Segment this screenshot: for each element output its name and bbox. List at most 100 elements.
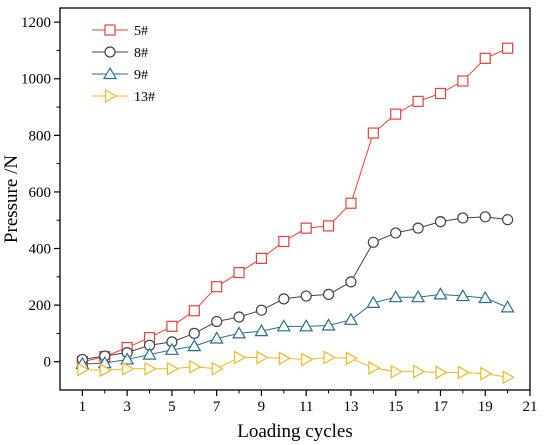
data-point xyxy=(188,305,200,317)
data-point xyxy=(412,95,424,107)
x-tick-label: 17 xyxy=(433,399,449,415)
legend-label: 13# xyxy=(134,90,155,105)
x-tick-label: 21 xyxy=(523,399,538,415)
x-tick-label: 11 xyxy=(299,399,313,415)
data-point xyxy=(390,364,403,379)
data-point xyxy=(255,304,268,316)
x-tick-label: 13 xyxy=(343,399,358,415)
y-tick-label: 200 xyxy=(29,298,52,314)
data-point xyxy=(457,365,471,380)
data-point xyxy=(211,281,223,293)
data-point xyxy=(211,361,224,376)
data-point xyxy=(166,320,178,332)
data-point xyxy=(99,363,112,378)
data-point xyxy=(479,211,491,223)
legend-item: 9# xyxy=(92,66,148,83)
data-point xyxy=(255,252,268,265)
legend-marker-swatch xyxy=(104,24,116,36)
x-tick-label: 15 xyxy=(388,399,403,415)
data-point xyxy=(455,288,470,302)
data-point xyxy=(300,222,312,234)
data-point xyxy=(166,361,180,376)
y-tick-label: 1200 xyxy=(21,15,51,31)
x-tick-label: 9 xyxy=(258,399,266,415)
data-point xyxy=(500,300,515,313)
data-point xyxy=(390,108,402,120)
legend-label: 9# xyxy=(134,68,148,83)
data-point xyxy=(478,290,493,304)
data-point xyxy=(189,359,202,374)
data-point xyxy=(435,365,448,380)
x-tick-label: 1 xyxy=(79,399,87,415)
data-point xyxy=(278,351,292,366)
x-axis-title: Loading cycles xyxy=(237,421,353,442)
data-point xyxy=(77,362,90,377)
y-tick-label: 0 xyxy=(44,355,52,371)
y-tick-label: 800 xyxy=(29,128,52,144)
data-point xyxy=(144,361,157,376)
data-point xyxy=(479,52,491,64)
data-point xyxy=(390,227,402,239)
series-2 xyxy=(75,287,515,370)
legend-marker-swatch xyxy=(104,88,118,104)
data-point xyxy=(366,295,381,308)
data-point xyxy=(457,75,469,87)
data-point xyxy=(188,327,200,340)
data-point xyxy=(254,323,269,337)
data-point xyxy=(122,361,135,376)
data-point xyxy=(434,216,447,228)
legend-item: 8# xyxy=(92,46,148,61)
plot-area-frame xyxy=(59,7,531,391)
y-axis-title: Pressure /N xyxy=(1,155,22,243)
data-point xyxy=(164,342,179,355)
data-point xyxy=(299,319,314,332)
data-point xyxy=(120,352,135,365)
data-point xyxy=(433,287,448,300)
legend-label: 5# xyxy=(134,24,148,39)
data-point xyxy=(434,87,447,100)
data-point xyxy=(278,293,290,305)
x-tick-label: 19 xyxy=(478,399,493,415)
data-point xyxy=(233,266,245,279)
data-point xyxy=(367,127,379,139)
x-tick-label: 7 xyxy=(213,399,221,415)
data-point xyxy=(345,197,357,209)
legend-marker-swatch xyxy=(102,66,118,80)
series-3 xyxy=(77,350,515,385)
data-point xyxy=(301,352,314,367)
data-point xyxy=(480,366,493,381)
y-tick-label: 1000 xyxy=(21,72,51,88)
data-point xyxy=(233,311,245,323)
data-point xyxy=(502,42,514,54)
series-1 xyxy=(76,211,514,366)
data-point xyxy=(209,331,224,344)
data-point xyxy=(345,276,357,288)
data-point xyxy=(187,338,202,352)
data-point xyxy=(368,360,381,375)
data-point xyxy=(388,289,403,303)
data-point xyxy=(345,351,359,366)
data-point xyxy=(411,289,426,303)
data-point xyxy=(323,350,336,365)
data-point xyxy=(256,350,269,365)
data-point xyxy=(300,290,312,302)
legend-label: 8# xyxy=(134,46,148,61)
data-point xyxy=(232,326,247,339)
data-point xyxy=(412,364,426,379)
data-point xyxy=(276,319,291,332)
y-tick-label: 600 xyxy=(29,185,52,201)
data-point xyxy=(321,318,336,331)
data-point xyxy=(322,288,335,300)
x-tick-label: 3 xyxy=(123,399,131,415)
data-point xyxy=(211,315,223,328)
data-point xyxy=(502,370,515,385)
data-point xyxy=(343,312,358,325)
y-tick-label: 400 xyxy=(29,242,52,258)
x-tick-label: 5 xyxy=(168,399,176,415)
data-point xyxy=(142,347,157,360)
legend-item: 5# xyxy=(92,24,148,39)
legend-item: 13# xyxy=(92,88,155,105)
data-point xyxy=(502,214,514,226)
